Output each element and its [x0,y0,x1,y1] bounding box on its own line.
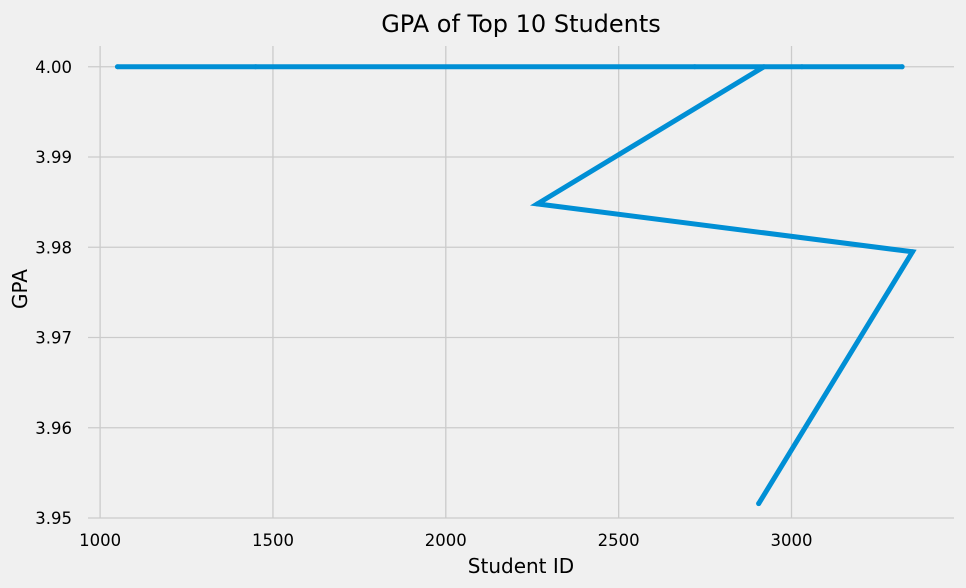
data-point [692,64,698,70]
data-point [114,64,120,70]
data-point [756,501,762,507]
x-axis-label: Student ID [468,554,574,578]
y-tick-label: 3.99 [35,148,72,167]
x-tick-label: 1000 [79,531,121,550]
x-tick-label: 2000 [425,531,467,550]
series-group [114,64,917,507]
data-point [799,64,805,70]
y-tick-label: 3.98 [35,238,72,257]
data-point [534,201,540,207]
y-tick-label: 3.95 [35,509,72,528]
x-tick-label: 2500 [598,531,640,550]
x-tick-labels: 1000 1500 2000 2500 3000 [79,531,812,550]
y-tick-label: 3.96 [35,419,72,438]
chart-title: GPA of Top 10 Students [381,10,661,38]
data-point [910,249,916,255]
x-tick-label: 3000 [771,531,813,550]
y-tick-label: 3.97 [35,329,72,348]
x-tick-label: 1500 [252,531,294,550]
y-tick-label: 4.00 [35,58,72,77]
data-point [253,64,259,70]
data-point [899,64,905,70]
data-point [761,64,767,70]
y-axis-label: GPA [8,269,32,309]
y-tick-labels: 3.95 3.96 3.97 3.98 3.99 4.00 [35,58,72,528]
